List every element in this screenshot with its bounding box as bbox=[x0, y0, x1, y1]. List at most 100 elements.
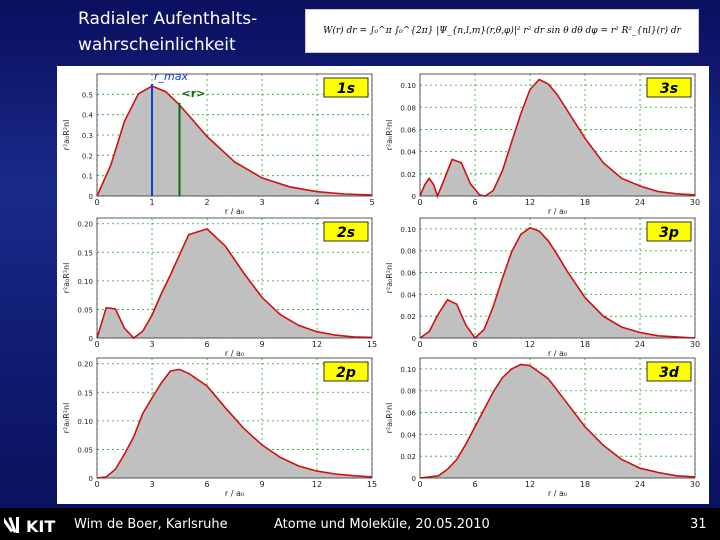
label-box-3s bbox=[646, 77, 692, 98]
xtick-3p-5: 30 bbox=[690, 340, 700, 349]
ytick-3s-0: 0 bbox=[412, 193, 416, 201]
ytick-2p-3: 0.15 bbox=[77, 389, 93, 397]
xtick-3s-2: 12 bbox=[525, 198, 535, 207]
xtick-3d-0: 0 bbox=[417, 480, 422, 489]
ylabel-3p: r²a₀R²nl bbox=[385, 263, 394, 294]
xtick-1s-4: 4 bbox=[314, 198, 319, 207]
xtick-1s-2: 2 bbox=[204, 198, 209, 207]
ytick-1s-4: 0.4 bbox=[82, 112, 94, 120]
footer-author: Wim de Boer, Karlsruhe bbox=[74, 517, 228, 532]
ylabel-1s: r²a₀R²nl bbox=[62, 120, 71, 151]
xtick-3s-3: 18 bbox=[580, 198, 590, 207]
xtick-2p-0: 0 bbox=[94, 480, 99, 489]
footer-course-date: Atome und Moleküle, 20.05.2010 bbox=[274, 517, 490, 532]
radial-distribution-charts: 0 1 2 3 4 500.10.20.30.40.5r / a₀r²a₀R²nl1sr_… bbox=[62, 70, 700, 498]
ytick-1s-5: 0.5 bbox=[82, 91, 93, 99]
ytick-3d-2: 0.04 bbox=[400, 431, 416, 439]
label-box-2s bbox=[323, 221, 369, 242]
chart-3d: 0 6 12 18 24 30 0 0.02 0.04 0.06 0.08 0.10 r / a₀ r²a… bbox=[385, 357, 700, 498]
xtick-2p-4: 12 bbox=[312, 480, 322, 489]
slide-title: Radialer Aufenthalts-wahrscheinlichkeit bbox=[78, 9, 258, 55]
orbital-label-1s: 1s bbox=[337, 81, 355, 97]
curve-2p bbox=[96, 368, 373, 479]
xtick-3d-5: 30 bbox=[690, 480, 700, 489]
kit-logo-text: KIT bbox=[26, 517, 55, 536]
xtick-3s-0: 0 bbox=[417, 198, 422, 207]
frame-3p bbox=[419, 217, 696, 339]
ytick-2s-3: 0.15 bbox=[77, 249, 93, 257]
xlabel-2p: r / a₀ bbox=[225, 489, 244, 498]
xtick-1s-3: 3 bbox=[259, 198, 264, 207]
ytick-3s-4: 0.08 bbox=[400, 104, 416, 112]
orbital-label-2s: 2s bbox=[337, 225, 355, 241]
ytick-3d-0: 0 bbox=[412, 475, 416, 483]
frame-3d bbox=[419, 357, 696, 479]
ytick-1s-0: 0 bbox=[89, 193, 93, 201]
ytick-3p-1: 0.02 bbox=[400, 313, 416, 321]
xtick-3p-0: 0 bbox=[417, 340, 422, 349]
frame-3s bbox=[419, 73, 696, 197]
ytick-2p-0: 0 bbox=[89, 475, 93, 483]
ytick-2p-1: 0.05 bbox=[77, 446, 93, 454]
ytick-3s-5: 0.10 bbox=[400, 82, 416, 90]
area-2p bbox=[97, 369, 372, 478]
ytick-3d-4: 0.08 bbox=[400, 388, 416, 396]
xtick-3p-2: 12 bbox=[525, 340, 535, 349]
ytick-1s-1: 0.1 bbox=[82, 173, 93, 181]
ylabel-3s: r²a₀R²nl bbox=[385, 120, 394, 151]
ytick-3d-3: 0.06 bbox=[400, 410, 416, 418]
ytick-1s-3: 0.3 bbox=[82, 132, 93, 140]
rmax-label: r_max bbox=[154, 70, 188, 83]
orbital-label-2p: 2p bbox=[336, 365, 356, 381]
xtick-2s-0: 0 bbox=[94, 340, 99, 349]
label-box-1s bbox=[323, 77, 369, 98]
xtick-3s-1: 6 bbox=[472, 198, 477, 207]
label-box-3d bbox=[646, 361, 692, 382]
ytick-3d-5: 0.10 bbox=[400, 366, 416, 374]
xlabel-1s: r / a₀ bbox=[225, 207, 244, 216]
ytick-3p-0: 0 bbox=[412, 335, 416, 343]
xtick-1s-1: 1 bbox=[149, 198, 154, 207]
xtick-2p-1: 3 bbox=[149, 480, 154, 489]
kit-logo: KIT bbox=[4, 516, 55, 536]
area-2s bbox=[97, 228, 372, 338]
xtick-1s-0: 0 bbox=[94, 198, 99, 207]
ytick-2s-0: 0 bbox=[89, 335, 93, 343]
xtick-2s-3: 9 bbox=[259, 340, 264, 349]
chart-1s: 0 1 2 3 4 5 0 0.1 0.2 0.3 0.4 0.5 r / a₀ r²a₀R²nl 1s r_… bbox=[62, 70, 375, 216]
xtick-3p-3: 18 bbox=[580, 340, 590, 349]
xtick-2p-2: 6 bbox=[204, 480, 209, 489]
ytick-2p-2: 0.10 bbox=[77, 418, 93, 426]
xlabel-3d: r / a₀ bbox=[548, 489, 567, 498]
rexp-label: <r> bbox=[182, 87, 206, 100]
xtick-2s-2: 6 bbox=[204, 340, 209, 349]
ytick-3p-2: 0.04 bbox=[400, 291, 416, 299]
xtick-2p-3: 9 bbox=[259, 480, 264, 489]
label-box-2p bbox=[323, 361, 369, 382]
ytick-2p-4: 0.20 bbox=[77, 361, 93, 369]
xtick-2s-4: 12 bbox=[312, 340, 322, 349]
area-3s bbox=[420, 79, 695, 196]
xtick-3s-5: 30 bbox=[690, 198, 700, 207]
ytick-3s-1: 0.02 bbox=[400, 171, 416, 179]
xlabel-3s: r / a₀ bbox=[548, 207, 567, 216]
xtick-3d-2: 12 bbox=[525, 480, 535, 489]
area-3d bbox=[420, 364, 695, 478]
chart-panel: 0 1 2 3 4 5 0 0.1 0.2 0.3 0.4 0.5 r / a₀ r²a₀R²nl 1s r_… bbox=[57, 66, 709, 504]
area-3p bbox=[420, 227, 695, 338]
ytick-3d-1: 0.02 bbox=[400, 453, 416, 461]
xtick-1s-5: 5 bbox=[369, 198, 374, 207]
radial-probability-formula: W(r) dr = ∫₀^π ∫₀^{2π} |Ψ_{n,l,m}(r,θ,φ)… bbox=[305, 9, 699, 53]
curve-3d bbox=[419, 363, 696, 479]
frame-2s bbox=[96, 217, 373, 339]
orbital-label-3d: 3d bbox=[659, 365, 680, 381]
area-1s bbox=[97, 86, 372, 196]
ytick-2s-4: 0.20 bbox=[77, 221, 93, 229]
curve-3p bbox=[419, 226, 696, 340]
label-box-3p bbox=[646, 221, 692, 242]
ytick-2s-2: 0.10 bbox=[77, 278, 93, 286]
chart-3s: 0 6 12 18 24 30 0 0.02 0.04 0.06 0.08 0.10 r / a₀ r²a… bbox=[385, 73, 700, 216]
xtick-2p-5: 15 bbox=[367, 480, 377, 489]
ylabel-3d: r²a₀R²nl bbox=[385, 403, 394, 434]
orbital-label-3p: 3p bbox=[659, 225, 679, 241]
